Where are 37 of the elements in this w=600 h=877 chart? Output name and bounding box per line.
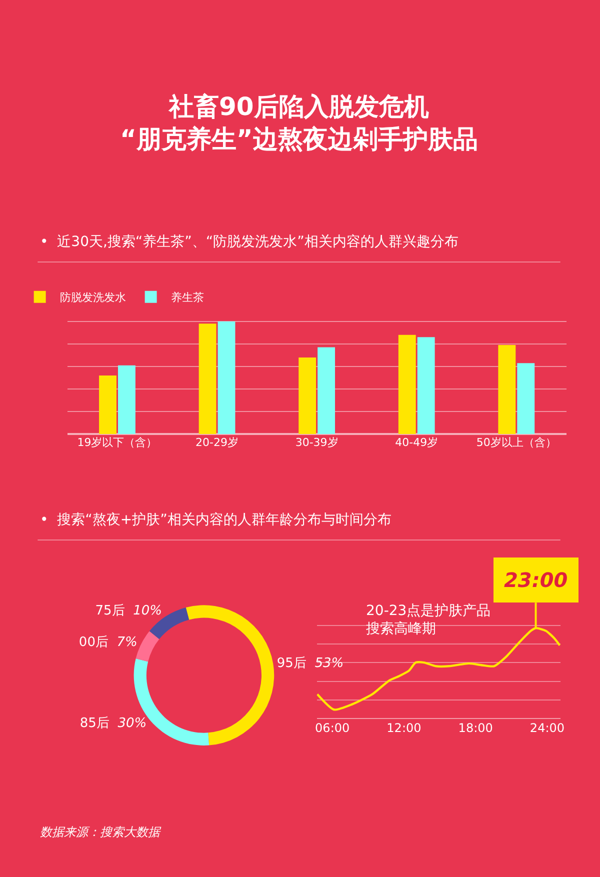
chart-title: 社畜90后陷入脱发危机 “朋克养生”边熬夜边剁手护肤品 <box>120 92 478 154</box>
chart-title: • 搜索“熬夜+护肤”相关内容的人群年龄分布与时间分布 <box>40 512 392 528</box>
chart-subtitle: • 近30天,搜索“养生茶”、“防脱发洗发水”相关内容的人群兴趣分布 <box>40 234 458 250</box>
bar <box>318 347 336 434</box>
donut-slice <box>186 605 274 746</box>
bar <box>198 324 216 434</box>
bar <box>417 337 435 434</box>
x-tick-label: 18:00 <box>458 721 493 736</box>
bar <box>218 321 236 434</box>
annotation: 23:00 <box>504 568 568 592</box>
x-tick-label: 40-49岁 <box>395 436 438 450</box>
slice-label: 00后 <box>78 635 108 650</box>
bar <box>498 345 516 434</box>
x-tick-label: 06:00 <box>315 721 350 736</box>
bar <box>517 363 535 434</box>
bar <box>99 375 116 434</box>
data-label: 10% <box>133 604 162 619</box>
x-tick-label: 24:00 <box>530 721 565 736</box>
source-note: 数据来源：搜索大数据 <box>40 825 162 839</box>
data-label: 7% <box>116 635 138 650</box>
slice-label: 75后 <box>95 604 125 619</box>
x-tick-label: 19岁以下（含） <box>77 436 158 450</box>
bar <box>118 365 136 434</box>
slice-label: 85后 <box>80 716 110 732</box>
data-label: 30% <box>118 716 147 732</box>
bar <box>298 357 316 434</box>
slice-label: 95后 <box>276 656 306 671</box>
x-tick-label: 50岁以上（含） <box>476 436 556 450</box>
legend-label: 养生茶 <box>170 291 204 304</box>
x-tick-label: 20-29岁 <box>196 436 239 450</box>
x-tick-label: 30-39岁 <box>295 436 338 450</box>
donut-slice <box>136 631 160 662</box>
bar <box>398 334 416 434</box>
annotation: 20-23点是护肤产品搜索高峰期 <box>366 603 491 638</box>
x-tick-label: 12:00 <box>386 721 422 736</box>
data-label: 53% <box>314 656 344 671</box>
legend-label: 防脱发洗发水 <box>60 291 126 304</box>
